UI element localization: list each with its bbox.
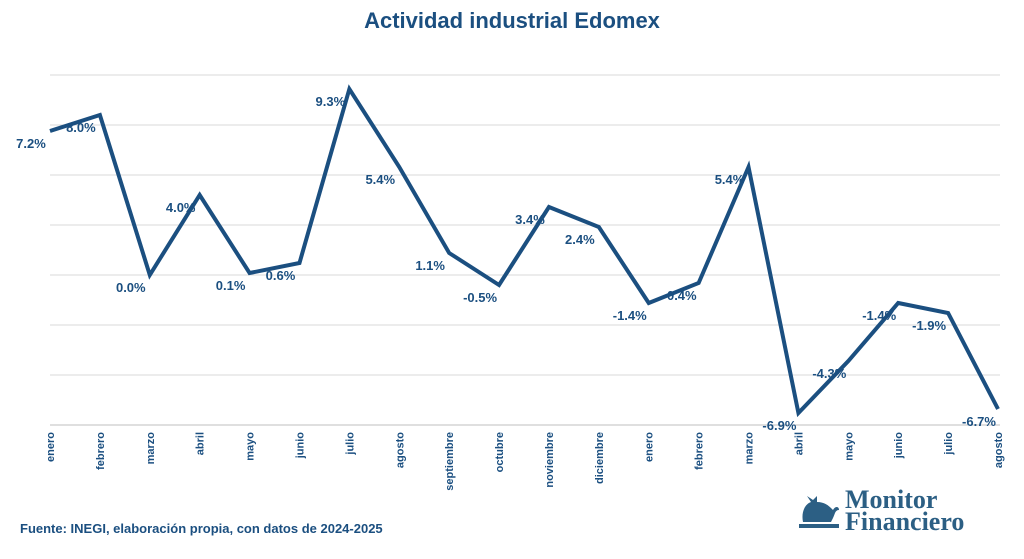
x-tick-label: agosto: [993, 432, 1005, 468]
x-tick-label: julio: [943, 432, 955, 456]
x-tick-label: marzo: [145, 432, 157, 465]
chart-title: Actividad industrial Edomex: [364, 8, 660, 33]
data-label: -0.4%: [663, 288, 697, 303]
x-tick-label: abril: [195, 432, 207, 455]
bull-icon: [799, 496, 839, 528]
data-label: 5.4%: [715, 172, 745, 187]
data-label: 7.2%: [16, 136, 46, 151]
data-label: 8.0%: [66, 120, 96, 135]
data-label: -6.7%: [962, 414, 996, 429]
data-label: 3.4%: [515, 212, 545, 227]
x-tick-label: marzo: [744, 432, 756, 465]
monitor-financiero-logo: Monitor Financiero: [799, 488, 964, 533]
data-label: 4.0%: [166, 200, 196, 215]
data-label: 9.3%: [316, 94, 346, 109]
x-tick-label: junio: [294, 432, 306, 460]
x-tick-label: febrero: [95, 432, 107, 470]
x-tick-label: junio: [893, 432, 905, 460]
data-line: [49, 84, 1000, 418]
x-tick-label: enero: [45, 432, 57, 462]
x-tick-label: septiembre: [444, 432, 456, 491]
x-tick-label: febrero: [694, 432, 706, 470]
x-tick-label: noviembre: [544, 432, 556, 488]
data-label: 1.1%: [415, 258, 445, 273]
x-tick-label: octubre: [494, 432, 506, 472]
data-label: -0.5%: [463, 290, 497, 305]
source-note: Fuente: INEGI, elaboración propia, con d…: [20, 521, 383, 536]
data-label: 0.0%: [116, 280, 146, 295]
data-label: -6.9%: [762, 418, 796, 433]
x-tick-label: agosto: [394, 432, 406, 468]
x-tick-label: mayo: [843, 432, 855, 461]
data-label: -1.4%: [613, 308, 647, 323]
x-tick-label: abril: [793, 432, 805, 455]
data-label: 2.4%: [565, 232, 595, 247]
x-tick-label: mayo: [245, 432, 257, 461]
data-label: -1.4%: [862, 308, 896, 323]
data-label: 5.4%: [365, 172, 395, 187]
logo-text-line2: Financiero: [845, 507, 964, 533]
logo-text-line1: Monitor: [845, 488, 937, 514]
data-label: -4.3%: [812, 366, 846, 381]
data-label: -1.9%: [912, 318, 946, 333]
data-label: 0.1%: [216, 278, 246, 293]
x-tick-label: diciembre: [594, 432, 606, 484]
data-label: 0.6%: [266, 268, 296, 283]
x-tick-label: julio: [344, 432, 356, 456]
x-tick-label: enero: [644, 432, 656, 462]
